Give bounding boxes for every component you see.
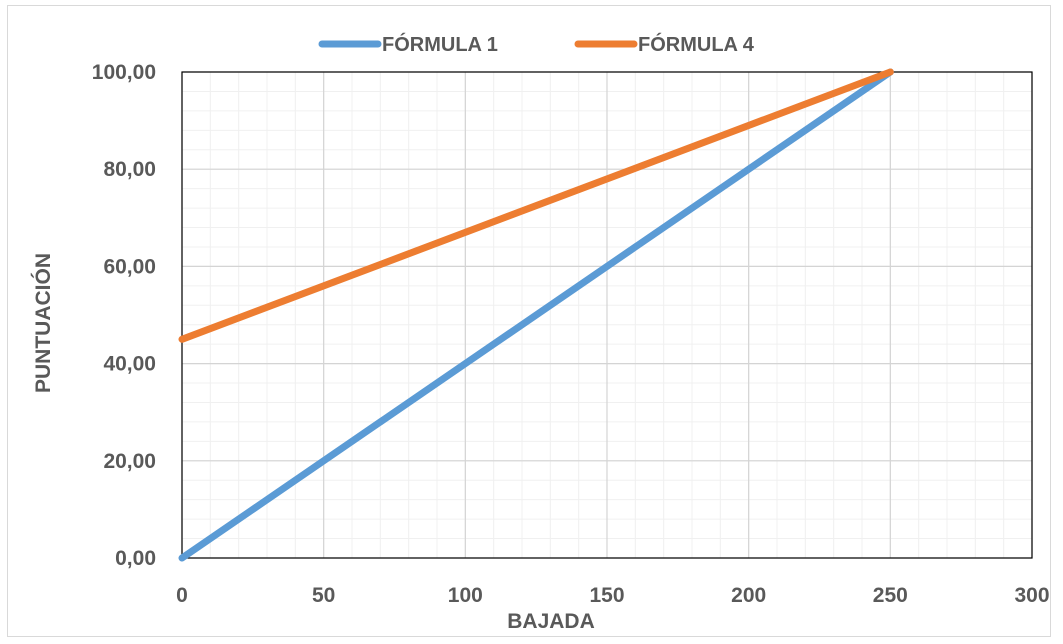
y-tick-label: 0,00 xyxy=(115,547,156,570)
plot-area-border xyxy=(181,71,1033,559)
y-tick-label: 40,00 xyxy=(103,353,156,376)
x-axis-tick-labels: 0 50 100 150 200 250 300 xyxy=(176,584,1049,607)
x-tick-label: 250 xyxy=(873,584,908,607)
y-tick-label: 80,00 xyxy=(103,158,156,181)
x-axis-label: BAJADA xyxy=(507,610,595,633)
major-gridlines xyxy=(181,71,1033,559)
x-tick-label: 300 xyxy=(1014,584,1049,607)
y-axis-label: PUNTUACIÓN xyxy=(31,253,55,393)
y-tick-label: 20,00 xyxy=(103,450,156,473)
x-tick-label: 0 xyxy=(176,584,188,607)
series-line-1 xyxy=(178,68,894,562)
legend-label-2: FÓRMULA 4 xyxy=(638,32,755,56)
x-tick-label: 150 xyxy=(589,584,624,607)
x-tick-label: 50 xyxy=(312,584,335,607)
x-tick-label: 200 xyxy=(731,584,766,607)
legend-label-1: FÓRMULA 1 xyxy=(382,32,498,56)
y-axis-tick-labels: 0,00 20,00 40,00 60,00 80,00 100,00 xyxy=(92,61,156,570)
y-tick-label: 60,00 xyxy=(103,255,156,278)
x-tick-label: 100 xyxy=(448,584,483,607)
y-tick-label: 100,00 xyxy=(92,61,156,84)
legend: FÓRMULA 1 FÓRMULA 4 xyxy=(318,32,755,56)
series-lines xyxy=(178,68,894,562)
series-line-2 xyxy=(178,68,894,343)
